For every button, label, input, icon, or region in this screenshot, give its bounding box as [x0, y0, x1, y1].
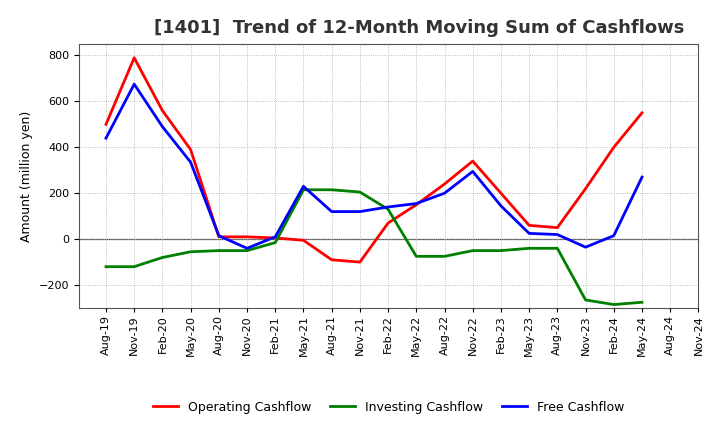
Free Cashflow	[328, 209, 336, 214]
Investing Cashflow	[299, 187, 307, 192]
Investing Cashflow	[130, 264, 138, 269]
Free Cashflow	[186, 160, 195, 165]
Operating Cashflow	[525, 223, 534, 228]
Operating Cashflow	[356, 260, 364, 265]
Free Cashflow	[299, 183, 307, 189]
Investing Cashflow	[440, 254, 449, 259]
Investing Cashflow	[243, 248, 251, 253]
Operating Cashflow	[609, 145, 618, 150]
Free Cashflow	[384, 204, 392, 209]
Operating Cashflow	[243, 234, 251, 239]
Investing Cashflow	[158, 255, 167, 260]
Operating Cashflow	[158, 108, 167, 113]
Investing Cashflow	[469, 248, 477, 253]
Investing Cashflow	[186, 249, 195, 254]
Investing Cashflow	[102, 264, 110, 269]
Operating Cashflow	[469, 158, 477, 164]
Free Cashflow	[130, 81, 138, 87]
Free Cashflow	[158, 124, 167, 129]
Operating Cashflow	[581, 186, 590, 191]
Free Cashflow	[609, 233, 618, 238]
Y-axis label: Amount (million yen): Amount (million yen)	[20, 110, 33, 242]
Operating Cashflow	[328, 257, 336, 262]
Operating Cashflow	[102, 122, 110, 127]
Operating Cashflow	[553, 225, 562, 230]
Operating Cashflow	[271, 235, 279, 241]
Line: Investing Cashflow: Investing Cashflow	[106, 190, 642, 304]
Free Cashflow	[469, 169, 477, 174]
Text: [1401]  Trend of 12-Month Moving Sum of Cashflows: [1401] Trend of 12-Month Moving Sum of C…	[153, 19, 684, 37]
Operating Cashflow	[384, 220, 392, 226]
Free Cashflow	[356, 209, 364, 214]
Free Cashflow	[215, 233, 223, 238]
Free Cashflow	[638, 175, 647, 180]
Investing Cashflow	[215, 248, 223, 253]
Free Cashflow	[525, 231, 534, 236]
Free Cashflow	[412, 201, 420, 206]
Operating Cashflow	[186, 147, 195, 152]
Investing Cashflow	[525, 246, 534, 251]
Operating Cashflow	[440, 181, 449, 187]
Operating Cashflow	[638, 110, 647, 116]
Investing Cashflow	[581, 297, 590, 303]
Free Cashflow	[497, 203, 505, 209]
Free Cashflow	[243, 246, 251, 251]
Free Cashflow	[553, 232, 562, 237]
Operating Cashflow	[215, 234, 223, 239]
Investing Cashflow	[412, 254, 420, 259]
Line: Free Cashflow: Free Cashflow	[106, 84, 642, 248]
Investing Cashflow	[384, 207, 392, 212]
Operating Cashflow	[130, 55, 138, 60]
Operating Cashflow	[497, 191, 505, 196]
Free Cashflow	[440, 191, 449, 196]
Investing Cashflow	[328, 187, 336, 192]
Line: Operating Cashflow: Operating Cashflow	[106, 58, 642, 262]
Legend: Operating Cashflow, Investing Cashflow, Free Cashflow: Operating Cashflow, Investing Cashflow, …	[148, 396, 629, 419]
Investing Cashflow	[271, 240, 279, 245]
Investing Cashflow	[638, 300, 647, 305]
Operating Cashflow	[412, 202, 420, 207]
Investing Cashflow	[497, 248, 505, 253]
Free Cashflow	[271, 234, 279, 239]
Free Cashflow	[102, 136, 110, 141]
Free Cashflow	[581, 245, 590, 250]
Investing Cashflow	[609, 302, 618, 307]
Investing Cashflow	[553, 246, 562, 251]
Operating Cashflow	[299, 238, 307, 243]
Investing Cashflow	[356, 190, 364, 195]
